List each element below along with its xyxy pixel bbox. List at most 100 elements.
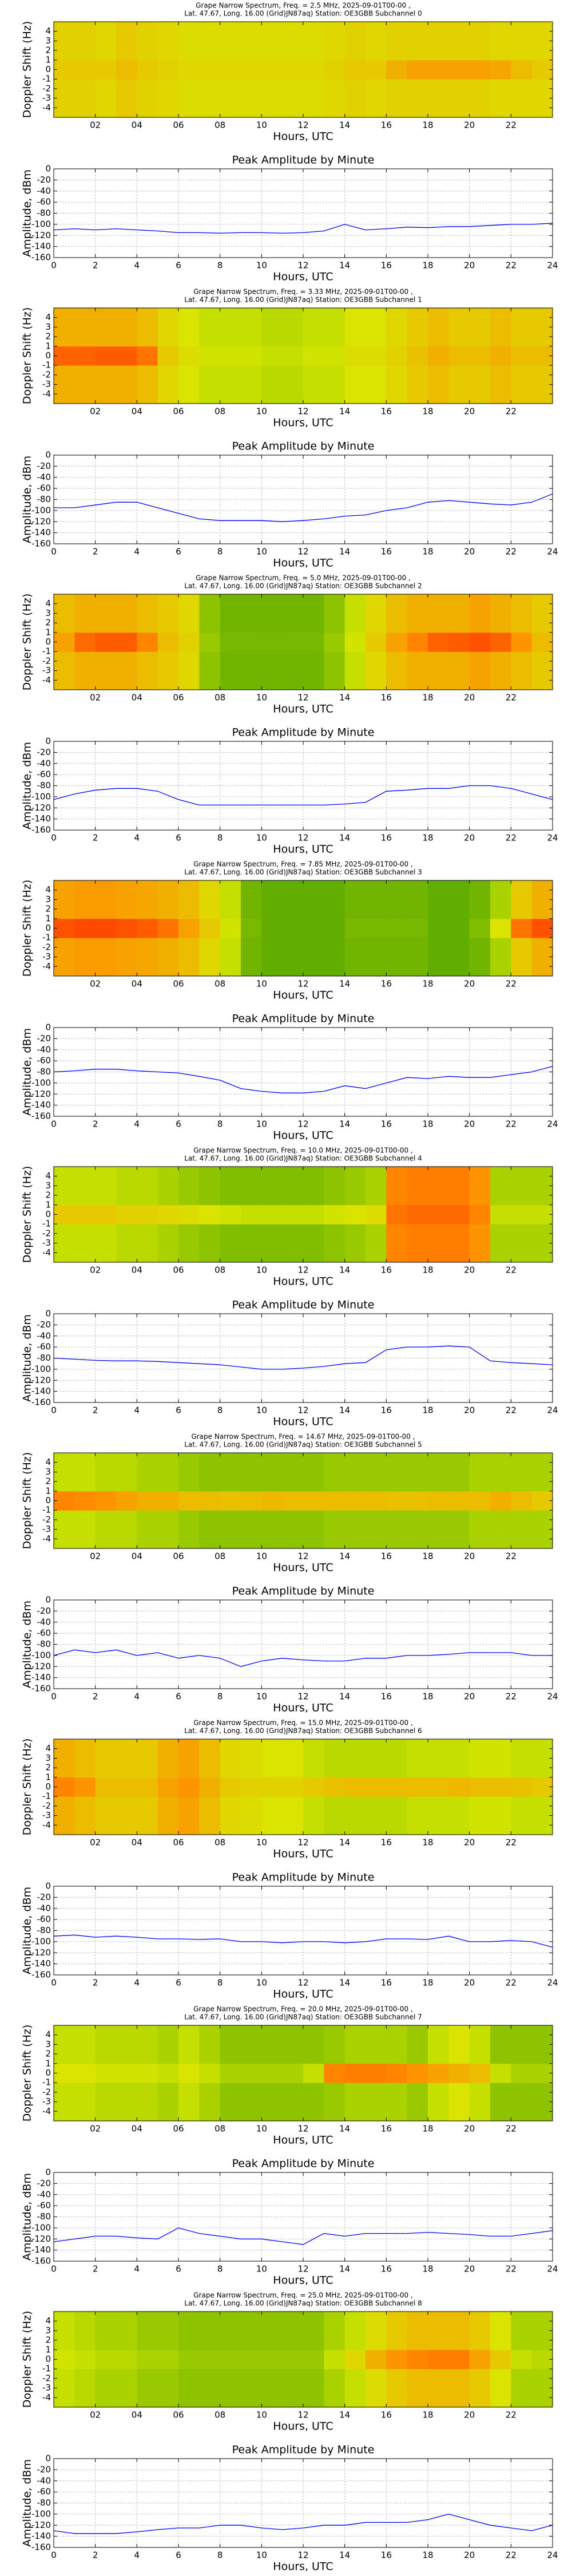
heat-cell	[199, 2349, 221, 2369]
x-tick-label: 16	[381, 2124, 392, 2134]
x-tick-label: 14	[339, 1119, 350, 1129]
heat-cell	[137, 60, 158, 80]
heat-cell	[428, 632, 449, 652]
y-tick-label: -140	[31, 241, 51, 251]
x-tick-label: 14	[339, 693, 350, 703]
x-tick-label: 0	[51, 547, 57, 557]
heat-cell	[157, 1491, 179, 1511]
y-tick-label: -80	[37, 1925, 51, 1935]
y-tick-label: -60	[37, 483, 51, 493]
heat-cell	[366, 346, 387, 366]
x-tick-label: 8	[217, 1119, 223, 1129]
heat-cell	[261, 346, 283, 366]
x-tick-label: 04	[132, 1265, 142, 1275]
heat-cell	[74, 1777, 96, 1797]
heat-cell	[199, 22, 221, 61]
x-tick-label: 16	[381, 1978, 392, 1988]
heat-cell	[199, 1510, 221, 1549]
heat-cell	[490, 1777, 511, 1797]
y-tick-label: -20	[37, 461, 51, 471]
x-tick-label: 18	[422, 1265, 433, 1275]
heat-cell	[220, 938, 241, 977]
y-tick-label: 4	[45, 598, 51, 609]
y-tick-label: -1	[42, 1791, 51, 1801]
x-tick-label: 10	[256, 1551, 267, 1562]
heat-cell	[95, 1453, 117, 1492]
heat-cell	[469, 594, 491, 633]
y-tick-label: 0	[45, 1781, 51, 1792]
heat-cell	[407, 918, 428, 938]
chart-title: Peak Amplitude by Minute	[232, 440, 375, 453]
heat-cell	[303, 1224, 324, 1263]
heat-cell	[54, 1777, 75, 1797]
y-axis-label: Amplitude, dBm	[21, 2173, 34, 2261]
x-tick-label: 20	[464, 1692, 475, 1702]
heat-cell	[324, 346, 345, 366]
heat-cell	[157, 1510, 179, 1549]
heat-cell	[386, 79, 408, 118]
heat-cell	[261, 365, 283, 404]
heat-cell	[282, 1777, 304, 1797]
heat-cell	[116, 2369, 137, 2408]
heat-cell	[407, 651, 428, 690]
heat-cell	[428, 2312, 449, 2350]
heat-cell	[282, 594, 304, 633]
heat-cell	[469, 365, 491, 404]
y-tick-label: 2	[45, 1190, 51, 1200]
heat-cell	[95, 79, 117, 118]
heat-cell	[344, 1491, 366, 1511]
heat-cell	[282, 346, 304, 366]
heat-cell	[199, 346, 221, 366]
x-tick-label: 16	[381, 547, 392, 557]
y-tick-label: -40	[37, 1617, 51, 1627]
y-tick-label: 0	[45, 1595, 51, 1605]
y-tick-label: 4	[45, 2316, 51, 2326]
heat-cell	[116, 60, 137, 80]
heat-cell	[366, 2025, 387, 2064]
heat-cell	[178, 651, 200, 690]
heat-cell	[74, 79, 96, 118]
x-axis-label: Hours, UTC	[273, 417, 333, 429]
heat-cell	[407, 2025, 428, 2064]
heat-cell	[407, 1777, 428, 1797]
y-tick-label: 3	[45, 2039, 51, 2049]
heat-cell	[220, 2349, 241, 2369]
y-tick-label: -4	[42, 389, 51, 399]
heat-cell	[241, 1453, 262, 1492]
y-tick-label: 3	[45, 322, 51, 332]
heat-cell	[324, 79, 345, 118]
y-tick-label: -140	[31, 1672, 51, 1682]
heat-cell	[469, 79, 491, 118]
heat-cell	[282, 60, 304, 80]
heat-cell	[490, 2063, 511, 2083]
heat-cell	[282, 2369, 304, 2408]
heat-cell	[178, 880, 200, 919]
heat-cell	[511, 60, 533, 80]
heat-cell	[54, 2369, 75, 2408]
heat-cell	[386, 346, 408, 366]
x-tick-label: 14	[339, 547, 350, 557]
heat-cell	[490, 2083, 511, 2121]
heat-cell	[428, 1796, 449, 1835]
heat-cell	[157, 60, 179, 80]
x-tick-label: 6	[176, 1119, 181, 1129]
heat-cell	[220, 79, 241, 118]
heat-cell	[241, 2312, 262, 2350]
x-tick-label: 10	[256, 2124, 267, 2134]
x-tick-label: 02	[90, 1265, 101, 1275]
heat-cell	[220, 1796, 241, 1835]
heat-cell	[386, 2369, 408, 2408]
y-tick-label: 0	[45, 450, 51, 460]
y-tick-label: -2	[42, 2373, 51, 2383]
heat-cell	[54, 1224, 75, 1263]
heat-cell	[511, 2025, 533, 2064]
heat-cell	[54, 1739, 75, 1778]
x-axis-label: Hours, UTC	[273, 989, 333, 1002]
x-tick-label: 08	[214, 2410, 225, 2420]
heat-cell	[469, 2063, 491, 2083]
heat-cell	[386, 2025, 408, 2064]
heat-cell	[366, 365, 387, 404]
y-tick-label: 3	[45, 608, 51, 618]
amplitude-line	[53, 2227, 553, 2245]
